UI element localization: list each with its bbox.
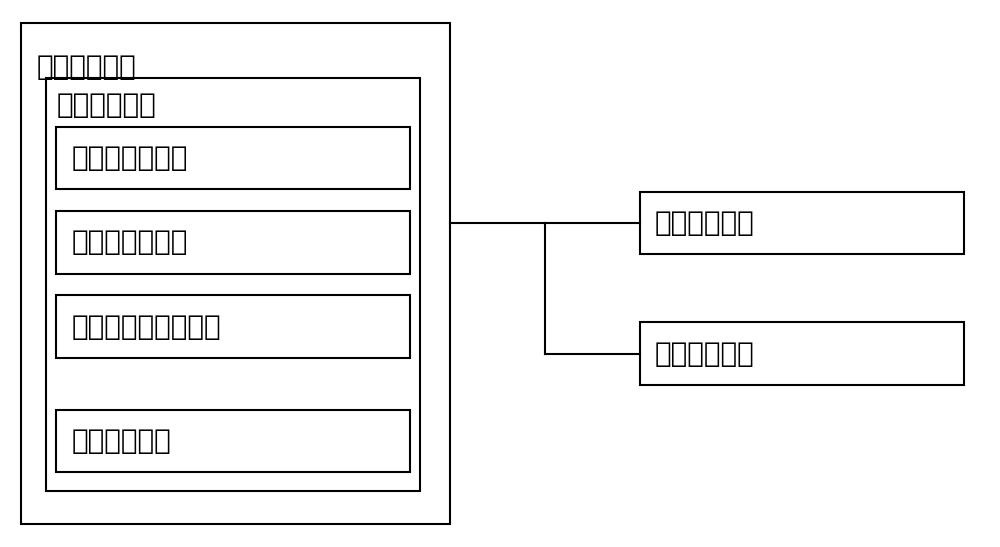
Text: 水质采集子单元: 水质采集子单元: [71, 144, 188, 172]
Bar: [56, 126, 410, 189]
Bar: [56, 410, 410, 472]
Text: 水位采集子单元: 水位采集子单元: [71, 228, 188, 256]
Bar: [21, 23, 450, 524]
Text: 指标数据单元: 指标数据单元: [56, 91, 156, 119]
Text: 集中控制模块: 集中控制模块: [655, 340, 754, 368]
Text: 运行数据单元: 运行数据单元: [71, 427, 171, 455]
Text: 数据处理模块: 数据处理模块: [655, 209, 754, 237]
Bar: [56, 211, 410, 274]
Text: 数据采集模块: 数据采集模块: [36, 53, 136, 81]
Bar: [640, 323, 964, 385]
Bar: [56, 295, 410, 358]
Bar: [640, 192, 964, 254]
Text: 淤泥厅度采集子单元: 淤泥厅度采集子单元: [71, 312, 221, 341]
Bar: [46, 78, 420, 491]
